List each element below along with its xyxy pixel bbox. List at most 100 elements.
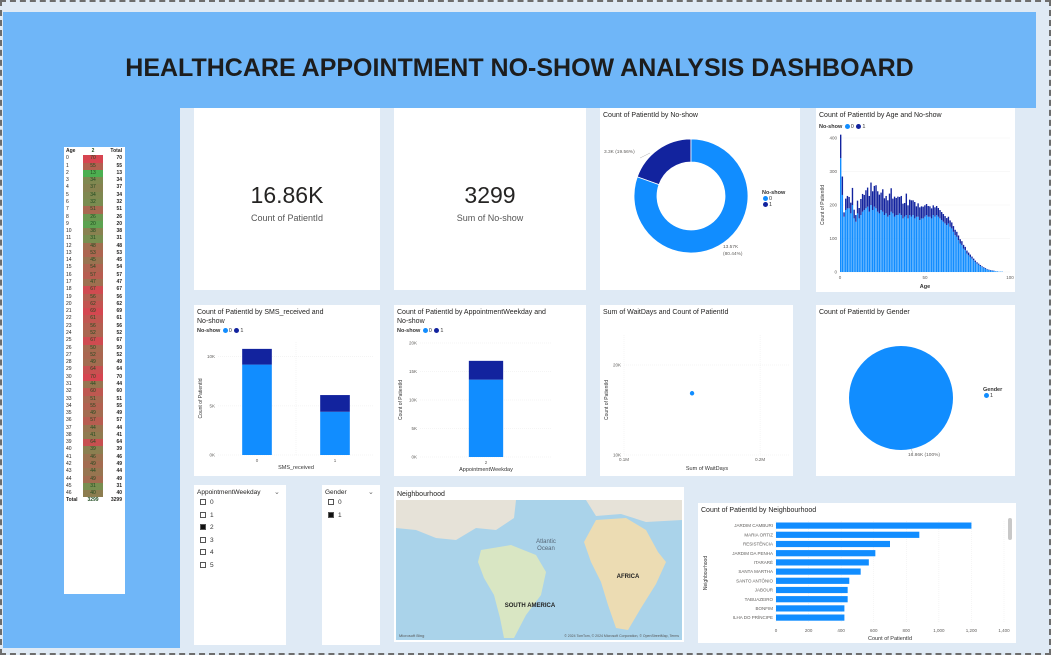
bar-age-noshow-1[interactable] — [848, 196, 850, 209]
bar-age-noshow-0[interactable] — [924, 216, 926, 272]
bar-age-noshow-0[interactable] — [850, 213, 852, 272]
bar-1-series-1[interactable] — [320, 395, 350, 412]
bar-age-noshow-1[interactable] — [925, 203, 928, 216]
bar-1-series-0[interactable] — [320, 411, 350, 455]
bar-age-noshow-0[interactable] — [897, 215, 899, 272]
bar-age-noshow-0[interactable] — [969, 256, 971, 272]
bar-age-noshow-0[interactable] — [964, 250, 966, 272]
bar-neighbourhood[interactable] — [776, 540, 890, 548]
bar-age-noshow-0[interactable] — [878, 213, 881, 272]
bar-age-noshow-1[interactable] — [962, 244, 965, 249]
bar-age-noshow-1[interactable] — [900, 195, 902, 216]
bar-age-noshow-0[interactable] — [882, 211, 884, 272]
bar-age-noshow-1[interactable] — [937, 208, 940, 217]
bar-age-noshow-1[interactable] — [840, 134, 842, 159]
bar-age-noshow-1[interactable] — [952, 226, 955, 232]
bar-neighbourhood[interactable] — [776, 614, 845, 621]
bar-age-noshow-1[interactable] — [875, 185, 877, 209]
bar-age-noshow-1[interactable] — [858, 208, 860, 219]
donut-slice-1[interactable] — [636, 138, 692, 186]
bar-age-noshow-1[interactable] — [932, 205, 934, 216]
bar-age-noshow-0[interactable] — [883, 215, 886, 272]
map-attribution[interactable]: © 2024 TomTom, © 2024 Microsoft Corporat… — [564, 634, 679, 638]
bar-age-noshow-1[interactable] — [880, 192, 882, 211]
bar-age-noshow-0[interactable] — [993, 270, 995, 272]
bar-age-noshow-0[interactable] — [986, 269, 988, 272]
bar-age-noshow-0[interactable] — [892, 213, 894, 272]
bar-neighbourhood[interactable] — [776, 522, 972, 529]
bar-age-noshow-1[interactable] — [915, 206, 918, 217]
bar-age-noshow-0[interactable] — [967, 255, 970, 272]
slicer-option-2[interactable]: 2 — [200, 524, 214, 531]
bar-age-noshow-0[interactable] — [919, 220, 921, 272]
bar-age-noshow-0[interactable] — [952, 231, 955, 272]
bar-age-noshow-1[interactable] — [846, 195, 849, 209]
bar-0-series-1[interactable] — [242, 348, 272, 365]
pie-slice-1[interactable] — [849, 346, 953, 450]
bar-age-noshow-0[interactable] — [920, 218, 923, 272]
bar-age-noshow-0[interactable] — [962, 248, 965, 272]
bar-age-noshow-0[interactable] — [994, 271, 997, 272]
bar-age-noshow-1[interactable] — [873, 185, 876, 207]
bar-age-noshow-1[interactable] — [949, 220, 951, 227]
bar-age-noshow-1[interactable] — [964, 246, 966, 251]
scatter-chart-card[interactable]: Sum of WaitDays and Count of PatientId 2… — [600, 305, 793, 476]
bar-age-noshow-1[interactable] — [856, 200, 859, 214]
bar-age-noshow-1[interactable] — [919, 207, 921, 221]
bar-age-noshow-0[interactable] — [932, 215, 934, 272]
bar-age-noshow-0[interactable] — [885, 213, 887, 272]
checkbox[interactable] — [328, 511, 334, 518]
bar-age-noshow-1[interactable] — [893, 196, 896, 217]
bar-age-noshow-1[interactable] — [907, 205, 909, 219]
bar-age-noshow-0[interactable] — [988, 269, 990, 272]
slicer-option-1[interactable]: 1 — [200, 512, 214, 519]
bar-age-noshow-1[interactable] — [917, 203, 919, 217]
checkbox[interactable] — [328, 499, 334, 506]
slicer-option-3[interactable]: 3 — [200, 537, 214, 544]
checkbox[interactable] — [200, 524, 206, 531]
bar-age-noshow-1[interactable] — [877, 191, 879, 212]
bar-age-noshow-1[interactable] — [903, 202, 906, 217]
bar-age-noshow-0[interactable] — [866, 206, 869, 272]
bar-age-noshow-0[interactable] — [888, 215, 891, 272]
bar-age-noshow-0[interactable] — [900, 215, 902, 272]
bar-age-noshow-0[interactable] — [983, 267, 985, 272]
bar-age-noshow-0[interactable] — [868, 211, 870, 272]
bar-age-noshow-1[interactable] — [922, 206, 924, 219]
bar-age-noshow-0[interactable] — [905, 215, 908, 272]
bar-age-noshow-1[interactable] — [871, 191, 874, 211]
bar-age-noshow-1[interactable] — [924, 205, 926, 217]
age-histogram-card[interactable]: Count of PatientId by Age and No-show No… — [816, 108, 1015, 292]
bar-age-noshow-0[interactable] — [840, 158, 842, 272]
bar-age-noshow-1[interactable] — [934, 207, 936, 217]
bar-neighbourhood[interactable] — [776, 550, 876, 557]
bar-age-noshow-1[interactable] — [966, 250, 968, 254]
bar-age-noshow-1[interactable] — [956, 231, 958, 237]
bar-age-noshow-0[interactable] — [915, 216, 918, 272]
bar-age-noshow-0[interactable] — [846, 208, 849, 272]
bar-age-noshow-1[interactable] — [929, 206, 931, 217]
bar-age-noshow-0[interactable] — [929, 216, 931, 272]
checkbox[interactable] — [200, 536, 206, 543]
chevron-down-icon[interactable]: ⌄ — [274, 489, 280, 496]
bar-age-noshow-1[interactable] — [868, 195, 870, 212]
bar-age-noshow-0[interactable] — [961, 245, 963, 272]
bar-age-noshow-0[interactable] — [935, 215, 938, 272]
bar-age-noshow-1[interactable] — [851, 187, 854, 205]
bar-age-noshow-1[interactable] — [947, 216, 950, 224]
bar-age-noshow-1[interactable] — [981, 266, 983, 267]
bar-age-noshow-0[interactable] — [910, 216, 913, 272]
bar-age-noshow-1[interactable] — [969, 254, 971, 257]
bar-age-noshow-0[interactable] — [984, 268, 987, 272]
bar-neighbourhood[interactable] — [776, 577, 850, 584]
bar-age-noshow-1[interactable] — [883, 198, 886, 216]
bar-age-noshow-1[interactable] — [887, 200, 889, 217]
bar-age-noshow-0[interactable] — [895, 215, 897, 272]
bar-age-noshow-0[interactable] — [930, 218, 933, 272]
bar-age-noshow-0[interactable] — [927, 216, 929, 272]
bar-age-noshow-0[interactable] — [890, 211, 892, 272]
bar-age-noshow-1[interactable] — [935, 206, 938, 216]
bar-2-series-0[interactable] — [468, 379, 504, 457]
bar-age-noshow-1[interactable] — [845, 198, 847, 211]
bar-age-noshow-0[interactable] — [903, 216, 906, 272]
